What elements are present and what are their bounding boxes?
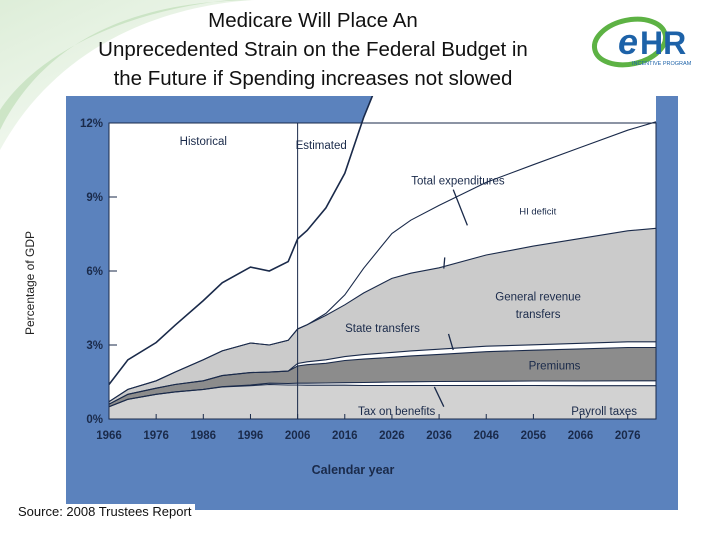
title-line-2: Unprecedented Strain on the Federal Budg… xyxy=(98,38,528,61)
y-tick-label: 6% xyxy=(86,266,103,278)
area-hi-deficit xyxy=(109,121,656,402)
annotation-hi-deficit: HI deficit xyxy=(519,206,556,217)
x-tick-label: 2006 xyxy=(285,430,311,442)
medicare-chart: 0% 3% 6% 9% 12% 1966 1976 1986 1996 2006 2016 2026 2… xyxy=(80,96,657,477)
annotation-payroll-taxes: Payroll taxes xyxy=(571,406,637,418)
x-tick-label: 2016 xyxy=(332,430,358,442)
x-tick-label: 1966 xyxy=(96,430,122,442)
area-tax-on-benefits xyxy=(109,380,656,407)
annotation-pointer xyxy=(443,257,446,269)
title-line-3: the Future if Spending increases not slo… xyxy=(113,67,513,90)
ehr-logo: e HR INCENTIVE PROGRAM xyxy=(591,16,692,68)
x-tick-label: 1976 xyxy=(143,430,169,442)
annotation-historical: Historical xyxy=(180,136,227,148)
x-tick-label: 2046 xyxy=(473,430,499,442)
x-tick-label: 1996 xyxy=(238,430,264,442)
y-tick-label: 0% xyxy=(86,414,103,426)
annotation-general-revenue: General revenue xyxy=(495,292,581,304)
line-tax-on-benefits xyxy=(108,380,656,408)
x-tick-label: 2066 xyxy=(568,430,594,442)
logo-letter-e: e xyxy=(618,21,638,62)
slide-title: Medicare Will Place An Unprecedented Str… xyxy=(40,6,586,93)
annotation-premiums: Premiums xyxy=(529,361,581,373)
x-tick-label: 2026 xyxy=(379,430,405,442)
source-note: Source: 2008 Trustees Report xyxy=(18,504,196,519)
annotation-transfers: transfers xyxy=(516,309,561,321)
x-axis-title: Calendar year xyxy=(312,463,395,477)
annotation-pointer xyxy=(452,189,468,226)
y-tick-label: 12% xyxy=(80,118,103,130)
annotation-state-transfers: State transfers xyxy=(345,323,420,335)
x-tick-label: 2076 xyxy=(615,430,641,442)
annotation-pointer xyxy=(447,333,454,351)
area-general-revenue-transfers xyxy=(109,228,656,405)
annotation-estimated: Estimated xyxy=(296,140,347,152)
x-tick-label: 1986 xyxy=(191,430,217,442)
line-state-transfers xyxy=(108,341,656,405)
line-total-expenditures xyxy=(108,96,374,385)
area-total-expenditures xyxy=(109,96,656,402)
line-hi-deficit xyxy=(108,121,657,403)
area-payroll-taxes xyxy=(109,384,656,419)
plot-frame xyxy=(108,122,657,420)
y-axis-title: Percentage of GDP xyxy=(23,230,37,336)
logo-letters-hr: HR xyxy=(640,25,686,61)
logo-subtitle: INCENTIVE PROGRAM xyxy=(632,61,692,67)
annotation-tax-on-benefits: Tax on benefits xyxy=(358,406,436,418)
x-tick-label: 2056 xyxy=(521,430,547,442)
y-tick-label: 9% xyxy=(86,192,103,204)
x-tick-label: 2036 xyxy=(426,430,452,442)
title-line-1: Medicare Will Place An xyxy=(208,9,418,32)
annotation-pointer xyxy=(433,386,445,407)
area-premiums xyxy=(109,347,656,407)
annotation-total-expenditures: Total expenditures xyxy=(411,176,505,188)
y-tick-label: 3% xyxy=(86,340,103,352)
